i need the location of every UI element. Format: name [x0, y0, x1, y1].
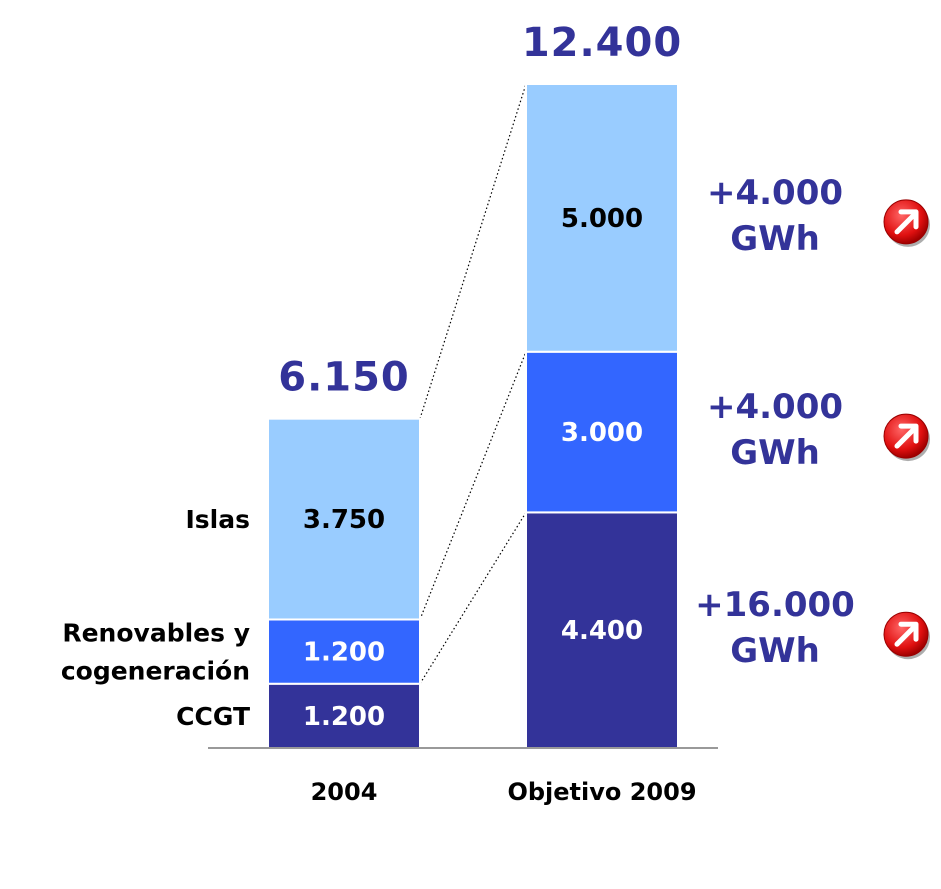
connector-line: [419, 83, 527, 419]
series-label: Islas: [185, 505, 250, 534]
connector-line: [419, 351, 527, 620]
bar-value-label: 4.400: [561, 616, 643, 646]
connector-line: [419, 512, 527, 685]
increment-value: +16.000: [695, 585, 855, 625]
labels: 1.200 1.200 3.750 6.150 2004 4.400 3.000 5.000 1…: [61, 20, 930, 806]
category-label: Objetivo 2009: [507, 778, 696, 806]
bar-1-2: [525, 83, 679, 353]
bar-value-label: 3.750: [303, 505, 385, 535]
series-label: Renovables y: [62, 619, 250, 648]
increment-unit: GWh: [730, 631, 820, 671]
series-label: CCGT: [176, 702, 250, 731]
red-up-right-arrow-icon: [883, 413, 930, 462]
bar-value-label: 1.200: [303, 702, 385, 732]
series-label: cogeneración: [61, 657, 250, 686]
increment-unit: GWh: [730, 219, 820, 259]
bar-0-0: [267, 682, 421, 750]
total-label: 6.150: [278, 355, 410, 401]
red-up-right-arrow-icon: [883, 199, 930, 247]
increment-value: +4.000: [707, 387, 843, 427]
increment-unit: GWh: [730, 433, 820, 473]
bar-value-label: 3.000: [561, 418, 643, 448]
total-label: 12.400: [522, 20, 682, 66]
bar-value-label: 5.000: [561, 204, 643, 234]
connector-lines: [419, 83, 527, 685]
category-label: 2004: [311, 778, 378, 806]
bar-1-1: [525, 350, 679, 514]
bar-value-label: 1.200: [303, 638, 385, 668]
bar-0-1: [267, 618, 421, 685]
bar-0-2: [267, 417, 421, 621]
increment-value: +4.000: [707, 173, 843, 213]
red-up-right-arrow-icon: [883, 611, 930, 660]
bar-1-0: [525, 511, 679, 749]
bars: [267, 83, 679, 750]
